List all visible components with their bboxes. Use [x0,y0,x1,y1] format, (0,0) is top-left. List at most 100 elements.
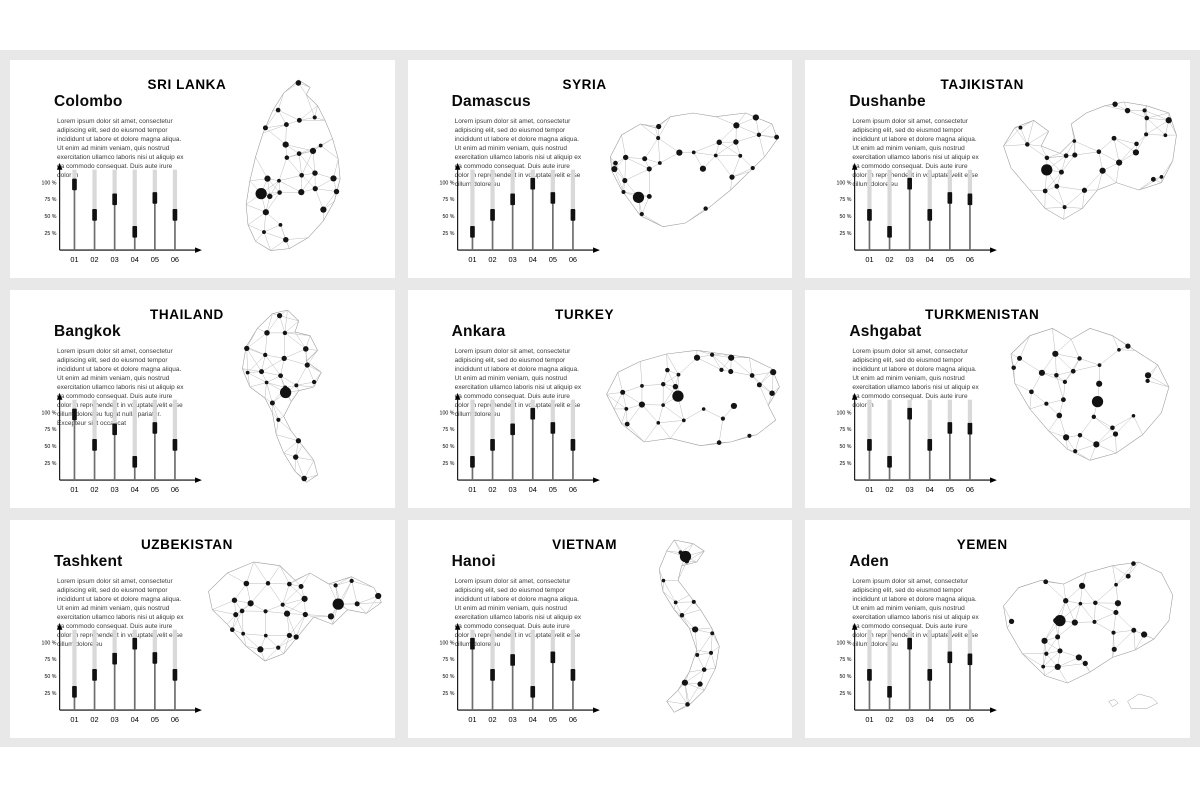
svg-text:04: 04 [926,255,934,264]
network-node [1073,449,1078,454]
network-node [657,161,662,165]
capital-node [255,188,267,200]
network-node [1126,573,1131,579]
country-title: SRI LANKA [147,77,227,92]
network-node [1025,142,1030,147]
network-node [729,174,735,180]
network-node [624,421,630,427]
network-node [1043,188,1048,194]
network-node [330,175,337,182]
network-node [1057,648,1063,654]
country-panel: TAJIKISTAN Dushanbe Lorem ipsum dolor si… [805,60,1190,278]
mesh-edges [245,79,341,251]
svg-text:05: 05 [548,485,556,494]
svg-text:03: 03 [508,255,516,264]
mesh-edges [1003,101,1178,220]
network-node [296,151,302,156]
network-node [302,611,308,618]
network-node [259,369,265,375]
network-node [284,155,290,160]
network-node [752,114,759,121]
network-node [1145,378,1151,384]
svg-text:50 %: 50 % [840,214,852,220]
svg-text:01: 01 [70,255,78,264]
network-node [283,237,289,243]
mesh-edges [658,539,720,713]
mesh-edges [1003,561,1155,684]
mesh-edges [1011,328,1170,461]
svg-text:06: 06 [171,715,179,724]
network-node [661,578,665,583]
country-outline [1003,101,1178,220]
percentage-chart: 100 % 75 % 50 % 25 % 01 02 03 04 05 06 [42,622,202,724]
network-node [276,645,281,650]
network-node [732,139,739,145]
network-node [1131,627,1137,633]
network-node [718,367,724,372]
svg-text:04: 04 [926,485,934,494]
network-node [1078,601,1083,606]
capital-node [1054,615,1066,627]
network-node [1111,135,1117,141]
network-node [296,117,302,123]
network-node [1134,141,1140,147]
svg-text:75 %: 75 % [840,657,852,663]
country-panel: TURKMENISTAN Ashgabat Lorem ipsum dolor … [805,290,1190,508]
network-node [1093,441,1100,448]
y-axis-arrow-icon [56,622,63,630]
svg-text:50 %: 50 % [840,444,852,450]
network-node [1131,561,1137,566]
svg-text:03: 03 [508,715,516,724]
network-node [294,383,299,388]
svg-text:06: 06 [568,255,576,264]
svg-text:50 %: 50 % [442,674,454,680]
island-outline [1127,693,1159,709]
network-node [281,355,287,362]
network-node [1059,169,1065,175]
svg-text:03: 03 [906,715,914,724]
y-axis-arrow-icon [56,162,63,170]
svg-text:02: 02 [90,715,98,724]
network-node [262,125,268,131]
network-node [1056,412,1063,419]
network-node [1077,356,1083,361]
network-node [1141,631,1148,638]
network-node [311,379,317,385]
network-node [277,178,281,183]
y-axis-arrow-icon [454,392,461,400]
svg-text:04: 04 [528,255,536,264]
svg-text:25 %: 25 % [442,231,454,237]
network-node [1091,414,1097,419]
description-text: Lorem ipsum dolor sit amet, consectetur … [454,348,582,418]
network-node [1062,205,1067,210]
country-map [1003,561,1174,709]
svg-text:02: 02 [90,485,98,494]
network-node [1133,149,1140,156]
svg-text:25 %: 25 % [840,231,852,237]
network-node [691,626,698,633]
country-map [609,112,779,227]
network-node [1096,149,1102,155]
svg-text:06: 06 [966,255,974,264]
network-node [267,193,273,200]
network-node [1099,167,1107,174]
network-node [612,160,618,166]
network-node [610,165,618,173]
network-node [646,193,652,199]
country-map [605,350,780,446]
svg-text:75 %: 75 % [840,427,852,433]
network-node [1151,176,1157,182]
network-node [1144,115,1150,121]
network-node [1125,343,1131,349]
network-node [1114,582,1119,587]
network-node [264,175,271,182]
svg-text:01: 01 [70,485,78,494]
capital-node [671,390,684,402]
description-text: Lorem ipsum dolor sit amet, consectetur … [852,348,979,409]
country-title: TAJIKISTAN [940,77,1025,92]
network-node [681,418,686,423]
capital-city-title: Damascus [451,93,531,110]
network-node [747,433,752,438]
svg-text:50 %: 50 % [442,214,454,220]
network-node [716,139,722,146]
